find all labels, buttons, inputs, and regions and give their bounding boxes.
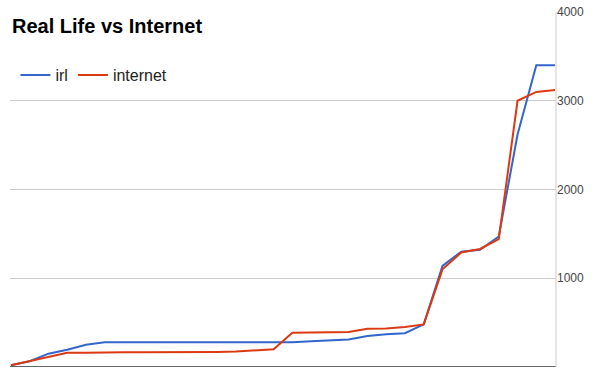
svg-text:Real Life vs Internet: Real Life vs Internet — [12, 15, 202, 37]
svg-text:internet: internet — [113, 67, 167, 84]
svg-text:2000: 2000 — [557, 183, 584, 197]
svg-text:1000: 1000 — [557, 271, 584, 285]
svg-text:3000: 3000 — [557, 94, 584, 108]
svg-text:irl: irl — [55, 67, 67, 84]
svg-text:4000: 4000 — [557, 5, 584, 19]
